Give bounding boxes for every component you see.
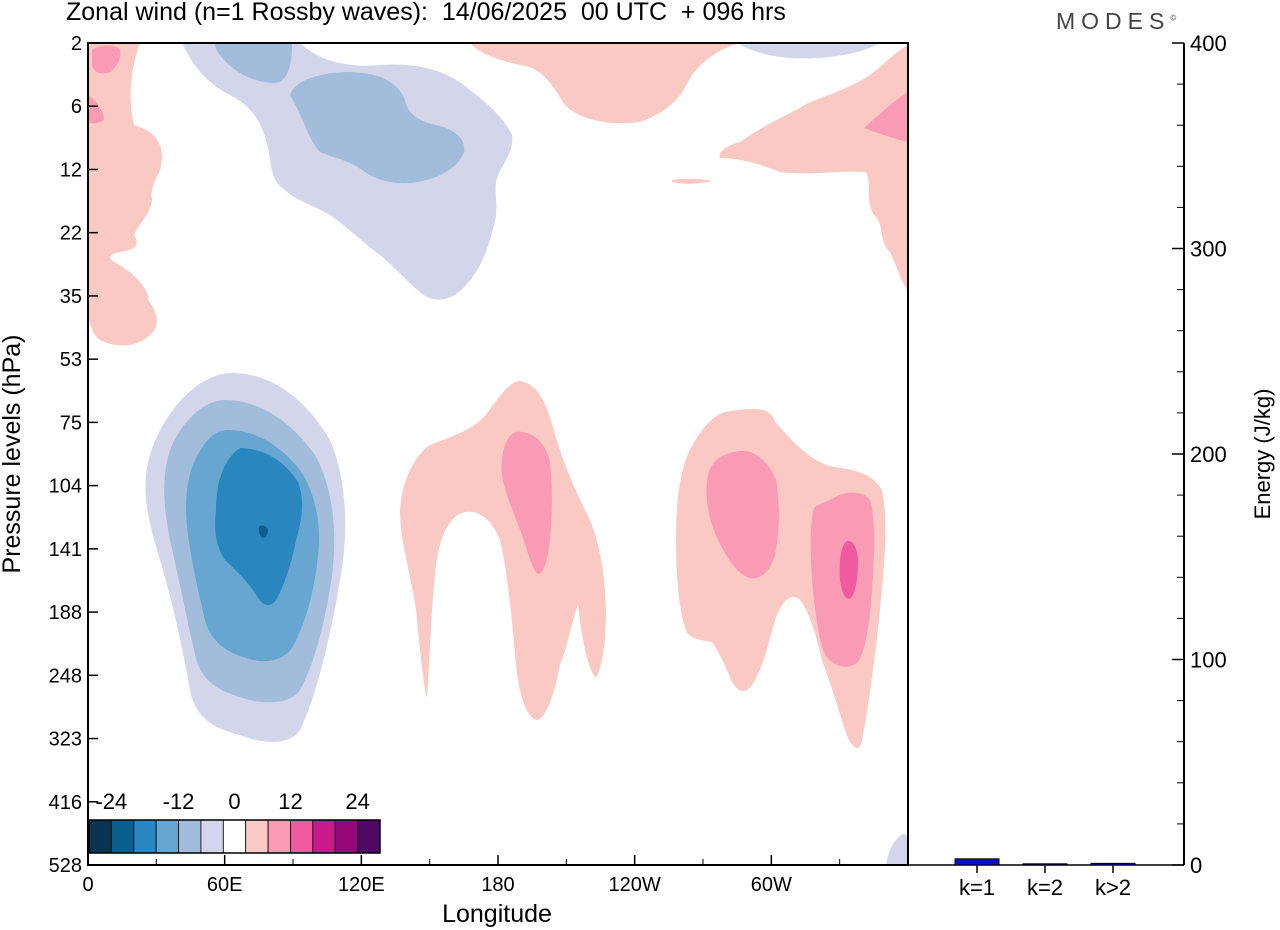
y-tick-label: 75 — [60, 412, 82, 434]
energy-bar — [1090, 862, 1136, 866]
colorbar-swatch — [290, 819, 314, 854]
contour-negative-upper-outer — [182, 43, 513, 300]
y-tick-label: 416 — [49, 792, 82, 814]
colorbar-tick-label: 24 — [345, 789, 369, 814]
y-tick-label: 53 — [60, 349, 82, 371]
y-tick-label: 6 — [71, 96, 82, 118]
energy-tick-label: 400 — [1190, 31, 1227, 56]
contour-positive-left-edge — [88, 43, 162, 346]
y-tick-label: 528 — [49, 855, 82, 877]
colorbar-tick-label: 0 — [228, 789, 240, 814]
energy-bar-panel — [908, 43, 1185, 866]
energy-bars: k=1 k=2 k>2 — [954, 858, 1136, 900]
contour-positive-right-core — [864, 92, 908, 142]
colorbar-swatch — [312, 819, 336, 854]
energy-tick-label: 0 — [1190, 853, 1202, 878]
contour-negative-lower-l4 — [215, 448, 303, 606]
contour-positive-upper-right — [470, 43, 740, 124]
energy-axis-title: Energy (J/kg) — [1250, 389, 1275, 520]
colorbar-tick-label: -24 — [95, 789, 127, 814]
contour-field — [88, 43, 908, 865]
x-tick-label: 60E — [207, 874, 243, 896]
contour-positive-180-outer — [400, 381, 606, 720]
y-tick-label: 141 — [49, 539, 82, 561]
y-axis: 2 6 12 22 35 53 75 104 141 188 248 323 416 528 — [49, 33, 98, 877]
y-tick-label: 2 — [71, 33, 82, 55]
contour-positive-small-streak — [672, 178, 712, 184]
contour-positive-70W-inner — [706, 450, 779, 579]
energy-category-label: k>2 — [1095, 875, 1131, 900]
energy-bar — [954, 858, 1000, 866]
contour-negative-upper-inner — [215, 43, 292, 83]
y-tick-label: 35 — [60, 286, 82, 308]
energy-axis: 0 100 200 300 400 — [1172, 31, 1227, 878]
y-tick-label: 22 — [60, 223, 82, 245]
contour-negative-upper-inner2 — [290, 72, 465, 184]
y-tick-label: 323 — [49, 729, 82, 751]
x-tick-label: 120E — [338, 874, 385, 896]
colorbar-swatch — [133, 819, 157, 854]
colorbar-swatch — [88, 819, 112, 854]
x-tick-label: 60W — [751, 874, 792, 896]
x-tick-label: 180 — [481, 874, 514, 896]
contour-negative-lower-core — [258, 525, 268, 538]
contour-positive-180-inner — [501, 431, 552, 575]
y-tick-label: 12 — [60, 159, 82, 181]
energy-category-label: k=2 — [1027, 875, 1063, 900]
x-tick-label: 120W — [609, 874, 661, 896]
x-axis-title: Longitude — [442, 900, 552, 928]
y-tick-label: 248 — [49, 665, 82, 687]
contour-negative-bottom-right — [886, 834, 908, 865]
contour-positive-right-wedge — [719, 45, 908, 292]
contour-positive-left-core — [92, 45, 121, 74]
y-tick-label: 104 — [49, 476, 82, 498]
colorbar-swatch — [155, 819, 179, 854]
x-axis: 0 60E 120E 180 120W 60W — [82, 855, 841, 896]
energy-tick-label: 200 — [1190, 442, 1227, 467]
colorbar-swatch — [200, 819, 224, 854]
contour-positive-left-core2 — [88, 95, 104, 124]
brand-mark: © — [1170, 13, 1177, 23]
brand-text: MODES — [1056, 8, 1171, 34]
colorbar-swatch — [178, 819, 202, 854]
y-axis-title: Pressure levels (hPa) — [0, 335, 26, 574]
contour-negative-top-right — [738, 43, 880, 59]
y-tick-label: 188 — [49, 602, 82, 624]
x-tick-label: 0 — [82, 874, 93, 896]
energy-tick-label: 100 — [1190, 648, 1227, 673]
colorbar-tick-label: -12 — [163, 789, 195, 814]
colorbar-swatch — [245, 819, 269, 854]
colorbar-swatch — [110, 819, 135, 854]
energy-bar — [1022, 863, 1068, 866]
contour-positive-30W-core — [839, 540, 858, 599]
colorbar-swatch — [267, 819, 291, 854]
energy-tick-label: 300 — [1190, 237, 1227, 262]
energy-category-label: k=1 — [959, 875, 995, 900]
colorbar-swatch — [357, 819, 381, 854]
brand-logo: MODES© — [1056, 8, 1176, 35]
chart-title: Zonal wind (n=1 Rossby waves): 14/06/202… — [66, 0, 786, 26]
colorbar: -24 -12 0 12 24 — [88, 785, 382, 865]
colorbar-swatch — [222, 819, 247, 854]
colorbar-tick-label: 12 — [278, 789, 302, 814]
colorbar-swatch — [334, 819, 359, 854]
